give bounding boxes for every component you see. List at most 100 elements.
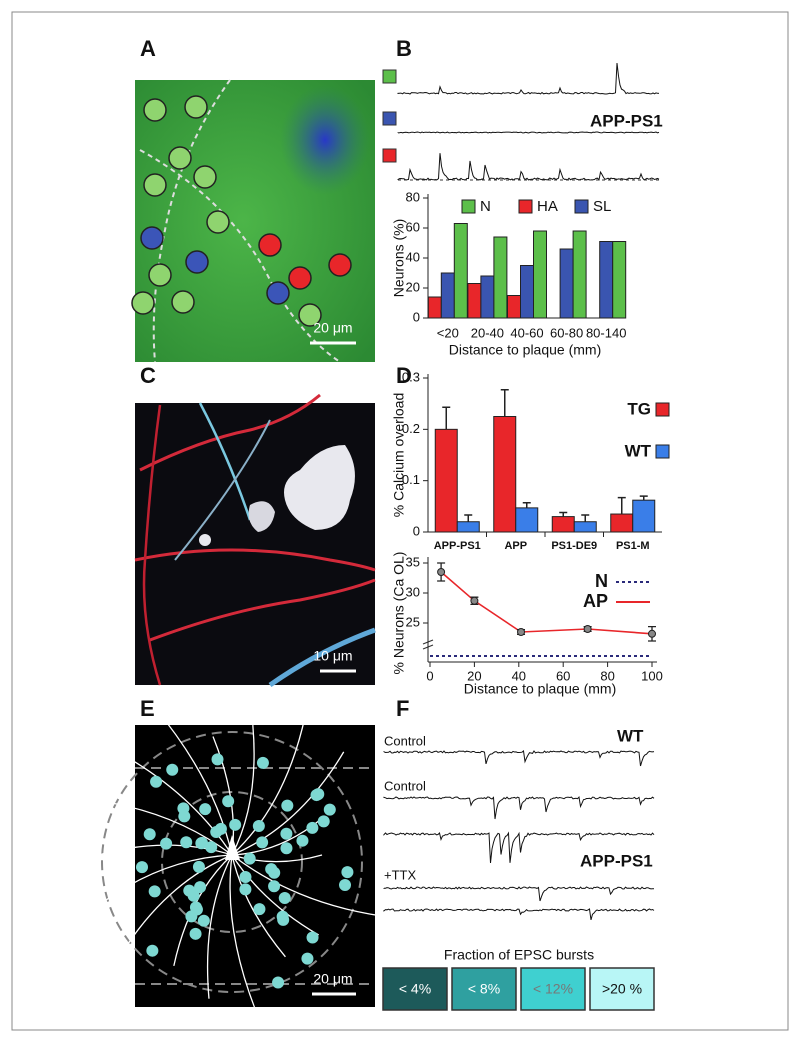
fibers — [134, 393, 376, 688]
trace-label: APP-PS1 — [580, 851, 653, 870]
x-tick-label: 80-140 — [586, 325, 626, 340]
cell — [195, 836, 208, 849]
trace — [383, 750, 655, 767]
cell — [189, 927, 202, 940]
bar — [533, 230, 547, 319]
legend-label: TG — [627, 399, 651, 418]
x-tick-label: 80 — [600, 668, 614, 683]
dendrite — [153, 706, 233, 856]
point — [470, 596, 479, 605]
bar — [551, 516, 575, 533]
burst-legend — [382, 967, 655, 1011]
cell — [148, 885, 161, 898]
bar — [493, 416, 517, 533]
cell — [143, 173, 167, 197]
y-tick-label: 0.2 — [402, 421, 420, 436]
x-tick-label: PS1-DE9 — [551, 540, 597, 552]
soma — [225, 835, 240, 860]
panel-label: A — [140, 36, 156, 61]
cell — [206, 210, 230, 234]
bar — [612, 241, 627, 319]
x-tick-label: 40-60 — [510, 325, 543, 340]
bar — [440, 272, 455, 319]
cell — [180, 836, 193, 849]
cell — [211, 753, 224, 766]
legend-item: < 12% — [533, 981, 573, 997]
legend-swatch — [574, 199, 589, 214]
point — [583, 625, 592, 633]
trace-label: APP-PS1 — [590, 111, 663, 130]
panel-label: E — [140, 696, 155, 721]
error-bar — [522, 501, 531, 508]
dendrite — [206, 854, 233, 999]
cell — [148, 263, 172, 287]
cell — [339, 878, 352, 891]
y-axis-label: % Neurons (Ca OL) — [391, 552, 407, 675]
cell — [280, 827, 293, 840]
dendrite — [231, 854, 386, 918]
cell — [312, 788, 325, 801]
cell — [281, 799, 294, 812]
trace-key — [382, 148, 397, 163]
bar — [453, 223, 468, 319]
bar — [520, 265, 534, 319]
trace — [383, 796, 655, 820]
trace — [397, 131, 660, 134]
dendrite — [231, 725, 255, 856]
trace-label: Control — [384, 733, 426, 748]
x-tick-label: <20 — [437, 325, 459, 340]
dendrite — [231, 715, 306, 856]
dendrite — [231, 854, 323, 863]
cell — [131, 291, 155, 315]
legend-item: < 4% — [399, 981, 431, 997]
y-tick-label: 30 — [406, 584, 420, 599]
point — [648, 629, 656, 638]
x-tick-label: 0 — [426, 668, 433, 683]
cell — [187, 889, 200, 902]
x-tick-label: 20-40 — [471, 325, 504, 340]
cell — [229, 818, 242, 831]
trace — [383, 886, 655, 902]
trace — [383, 831, 655, 864]
legend-label: N — [595, 571, 608, 591]
legend-swatch — [655, 402, 670, 417]
cell — [222, 795, 235, 808]
dendrite — [90, 854, 233, 913]
error-bar — [500, 389, 509, 417]
legend-item: < 8% — [468, 981, 500, 997]
trace-key — [382, 69, 397, 84]
panel-label: D — [396, 363, 412, 388]
traces — [383, 62, 660, 921]
cell — [252, 819, 265, 832]
y-axis-label: % Calcium overload — [391, 393, 407, 518]
scale-bars — [310, 341, 356, 996]
trace-label: +TTX — [384, 867, 416, 882]
y-tick-label: 0 — [413, 309, 420, 324]
cell — [278, 892, 291, 905]
cell — [317, 815, 330, 828]
dendrite — [231, 854, 319, 936]
legend-label: AP — [583, 591, 608, 611]
cell — [280, 842, 293, 855]
bar — [456, 521, 480, 533]
cell — [272, 976, 285, 989]
dashed-boundary — [139, 149, 341, 363]
y-tick-label: 25 — [406, 614, 420, 629]
panel-label: C — [140, 363, 156, 388]
cell — [256, 756, 269, 769]
panel-label: B — [396, 36, 412, 61]
x-axis-label: Distance to plaque (mm) — [449, 342, 602, 358]
cell — [205, 841, 218, 854]
y-tick-label: 20 — [406, 279, 420, 294]
cell — [306, 931, 319, 944]
point — [437, 568, 446, 576]
x-tick-label: 100 — [641, 668, 663, 683]
dendrite — [229, 854, 259, 1016]
dendrite — [231, 854, 286, 958]
cell — [143, 98, 167, 122]
y-tick-label: 0.1 — [402, 472, 420, 487]
cell — [210, 825, 223, 838]
cells — [136, 753, 354, 989]
